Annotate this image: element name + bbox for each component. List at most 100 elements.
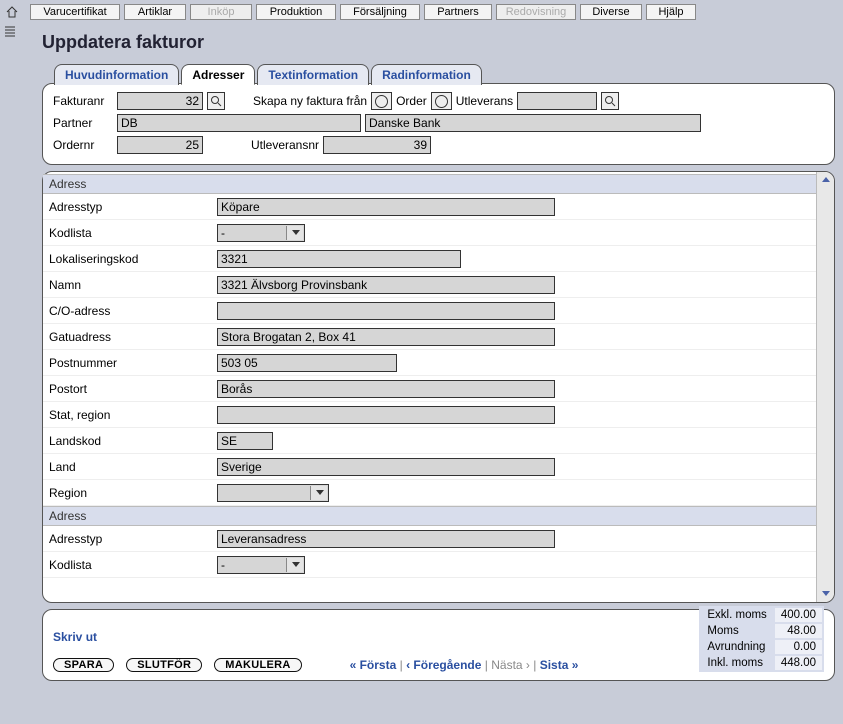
menu-diverse[interactable]: Diverse: [580, 4, 642, 20]
form-input[interactable]: 503 05: [217, 354, 397, 372]
form-label: Postort: [49, 382, 217, 396]
form-label: Land: [49, 460, 217, 474]
form-row: C/O-adress: [43, 298, 816, 324]
totals-label: Avrundning: [701, 640, 772, 654]
tab-radinformation[interactable]: Radinformation: [371, 64, 482, 85]
form-row: LandSverige: [43, 454, 816, 480]
menu-inköp: Inköp: [190, 4, 252, 20]
totals-value: 48.00: [775, 624, 822, 638]
form-label: C/O-adress: [49, 304, 217, 318]
form-input[interactable]: Borås: [217, 380, 555, 398]
form-label: Namn: [49, 278, 217, 292]
ordernr-label: Ordernr: [53, 138, 113, 152]
form-row: Kodlista-: [43, 552, 816, 578]
partner-name-field[interactable]: Danske Bank: [365, 114, 701, 132]
menu-partners[interactable]: Partners: [424, 4, 492, 20]
totals-value: 448.00: [775, 656, 822, 670]
form-row: Postnummer503 05: [43, 350, 816, 376]
utleverans-radio-label: Utleverans: [456, 94, 513, 108]
left-rail: [0, 0, 24, 724]
menu-redovisning: Redovisning: [496, 4, 576, 20]
form-row: LandskodSE: [43, 428, 816, 454]
utleveransnr-field[interactable]: 39: [323, 136, 431, 154]
tab-textinformation[interactable]: Textinformation: [257, 64, 369, 85]
skriv-ut-link[interactable]: Skriv ut: [53, 630, 578, 644]
spara-button[interactable]: SPARA: [53, 658, 114, 672]
form-row: GatuadressStora Brogatan 2, Box 41: [43, 324, 816, 350]
form-input[interactable]: [217, 302, 555, 320]
pager-first[interactable]: « Första: [350, 658, 397, 672]
form-row: Namn3321 Älvsborg Provinsbank: [43, 272, 816, 298]
form-input[interactable]: SE: [217, 432, 273, 450]
scroll-down-icon[interactable]: [819, 589, 832, 599]
form-row: Stat, region: [43, 402, 816, 428]
makulera-button[interactable]: MAKULERA: [214, 658, 301, 672]
utleveransnr-label: Utleveransnr: [251, 138, 319, 152]
form-label: Kodlista: [49, 558, 217, 572]
form-input[interactable]: [217, 406, 555, 424]
scroll-up-icon[interactable]: [819, 175, 832, 185]
form-input[interactable]: Stora Brogatan 2, Box 41: [217, 328, 555, 346]
menu-artiklar[interactable]: Artiklar: [124, 4, 186, 20]
pager-prev[interactable]: ‹ Föregående: [406, 658, 481, 672]
form-label: Lokaliseringskod: [49, 252, 217, 266]
skapa-label: Skapa ny faktura från: [253, 94, 367, 108]
totals-label: Moms: [701, 624, 772, 638]
pager-next: Nästa ›: [491, 658, 530, 672]
form-row: AdresstypKöpare: [43, 194, 816, 220]
form-input[interactable]: Sverige: [217, 458, 555, 476]
fakturanr-label: Fakturanr: [53, 94, 113, 108]
tab-row: HuvudinformationAdresserTextinformationR…: [42, 63, 835, 84]
form-select[interactable]: -: [217, 224, 305, 242]
scrollbar[interactable]: [816, 172, 834, 602]
tab-adresser[interactable]: Adresser: [181, 64, 255, 85]
home-icon[interactable]: [4, 5, 20, 19]
form-input[interactable]: 3321: [217, 250, 461, 268]
skapa-value-field[interactable]: [517, 92, 597, 110]
totals-label: Exkl. moms: [701, 608, 772, 622]
form-select[interactable]: [217, 484, 329, 502]
fakturanr-search-icon[interactable]: [207, 92, 225, 110]
menu-hjälp[interactable]: Hjälp: [646, 4, 696, 20]
totals-value: 0.00: [775, 640, 822, 654]
pager: « Första | ‹ Föregående | Nästa › | Sist…: [350, 658, 579, 672]
form-row: AdresstypLeveransadress: [43, 526, 816, 552]
page-title: Uppdatera fakturor: [42, 26, 835, 63]
utleverans-radio[interactable]: [435, 95, 448, 108]
menu-försäljning[interactable]: Försäljning: [340, 4, 420, 20]
slutfor-button[interactable]: SLUTFÖR: [126, 658, 202, 672]
partner-code-field[interactable]: DB: [117, 114, 361, 132]
menu-varucertifikat[interactable]: Varucertifikat: [30, 4, 120, 20]
form-input[interactable]: Köpare: [217, 198, 555, 216]
form-select[interactable]: -: [217, 556, 305, 574]
order-radio[interactable]: [375, 95, 388, 108]
form-input[interactable]: 3321 Älvsborg Provinsbank: [217, 276, 555, 294]
ordernr-field[interactable]: 25: [117, 136, 203, 154]
form-row: Kodlista-: [43, 220, 816, 246]
section-header: Adress: [43, 506, 816, 526]
form-label: Region: [49, 486, 217, 500]
form-label: Adresstyp: [49, 532, 217, 546]
tab-huvudinformation[interactable]: Huvudinformation: [54, 64, 179, 85]
fakturanr-field[interactable]: 32: [117, 92, 203, 110]
order-radio-label: Order: [396, 94, 427, 108]
section-header: Adress: [43, 174, 816, 194]
pager-last[interactable]: Sista »: [540, 658, 579, 672]
skapa-search-icon[interactable]: [601, 92, 619, 110]
menu-toggle-icon[interactable]: [4, 25, 20, 39]
form-input[interactable]: Leveransadress: [217, 530, 555, 548]
totals-label: Inkl. moms: [701, 656, 772, 670]
totals-value: 400.00: [775, 608, 822, 622]
form-label: Gatuadress: [49, 330, 217, 344]
form-row: PostortBorås: [43, 376, 816, 402]
form-label: Postnummer: [49, 356, 217, 370]
form-label: Landskod: [49, 434, 217, 448]
form-row: Lokaliseringskod3321: [43, 246, 816, 272]
form-label: Kodlista: [49, 226, 217, 240]
menubar: VarucertifikatArtiklarInköpProduktionFör…: [24, 0, 843, 26]
form-label: Stat, region: [49, 408, 217, 422]
menu-produktion[interactable]: Produktion: [256, 4, 336, 20]
form-label: Adresstyp: [49, 200, 217, 214]
partner-label: Partner: [53, 116, 113, 130]
form-row: Region: [43, 480, 816, 506]
